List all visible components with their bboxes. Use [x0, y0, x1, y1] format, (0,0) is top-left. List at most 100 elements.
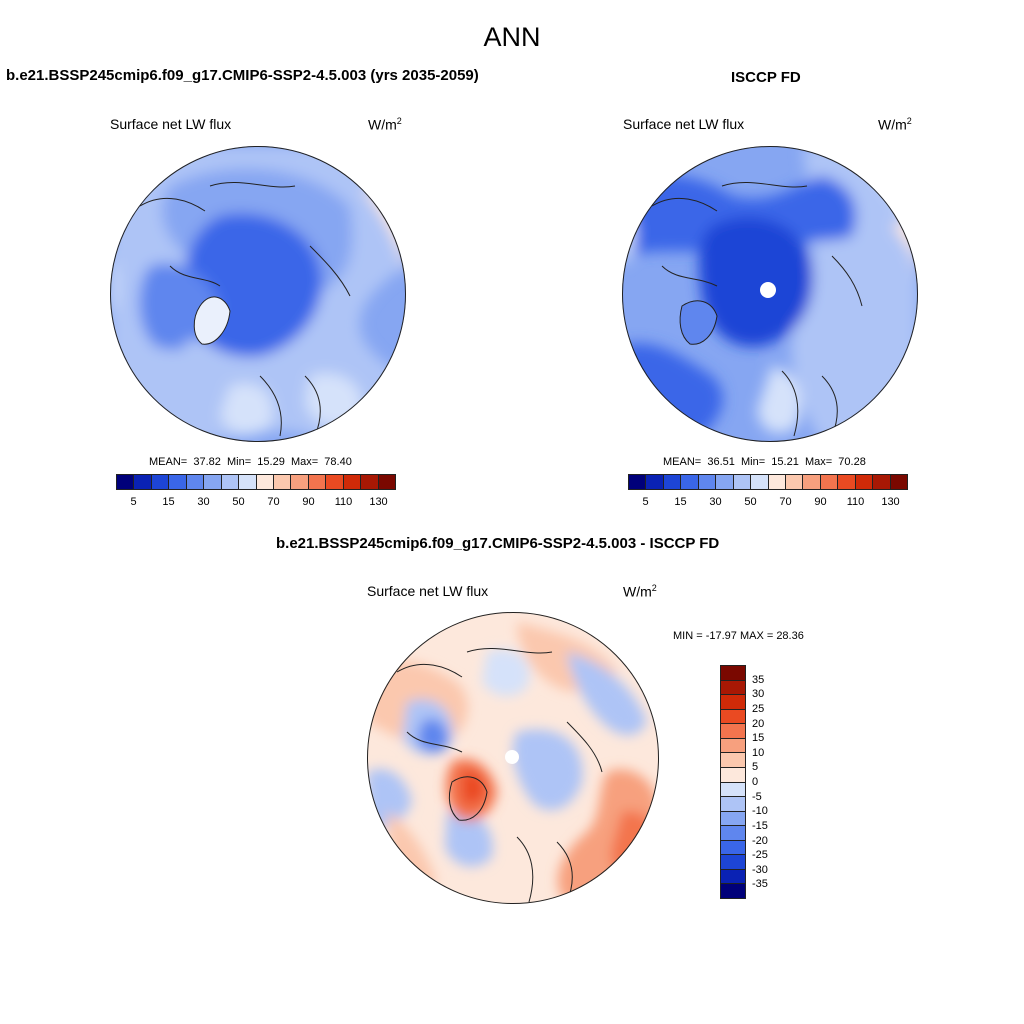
diff-colorbar-swatch	[721, 782, 745, 798]
model-colorbar-tick-label: 110	[334, 496, 353, 508]
model-variable-label: Surface net LW flux	[110, 116, 232, 132]
model-polar-map	[110, 146, 406, 442]
diff-colorbar-swatch	[721, 884, 745, 898]
diff-colorbar-tick-label: -5	[752, 790, 762, 803]
obs-colorbar-swatch	[733, 475, 752, 489]
diff-colorbar-tick-label: -20	[752, 834, 768, 847]
diff-colorbar-tick-label: 35	[752, 673, 765, 686]
obs-colorbar-labels: 5 15 30 50 70 90 110 130	[628, 496, 908, 510]
obs-stats: MEAN= 36.51 Min= 15.21 Max= 70.28	[663, 456, 866, 468]
model-stats: MEAN= 37.82 Min= 15.29 Max= 78.40	[149, 456, 352, 468]
diff-colorbar-tick-label: 25	[752, 702, 765, 715]
obs-colorbar-tick-label: 15	[674, 496, 687, 508]
model-colorbar-swatch	[117, 475, 135, 489]
obs-units-label: W/m2	[878, 116, 912, 133]
obs-panel-title: ISCCP FD	[731, 69, 801, 86]
obs-colorbar-tick-label: 70	[779, 496, 792, 508]
obs-colorbar-swatch	[716, 475, 734, 489]
obs-variable-label: Surface net LW flux	[623, 116, 745, 132]
diff-colorbar-swatch	[721, 840, 745, 856]
model-colorbar-swatch	[169, 475, 187, 489]
diff-polar-map	[367, 612, 659, 904]
obs-colorbar-swatch	[803, 475, 821, 489]
model-colorbar-swatch	[378, 475, 395, 489]
obs-colorbar-tick-label: 30	[709, 496, 722, 508]
diff-colorbar-swatch	[721, 826, 745, 841]
diff-variable-label: Surface net LW flux	[367, 583, 489, 599]
diff-colorbar-swatch	[721, 869, 745, 885]
page-title: ANN	[483, 22, 541, 52]
model-colorbar-swatch	[343, 475, 362, 489]
diff-colorbar-tick-label: 10	[752, 746, 765, 759]
obs-colorbar-tick-label: 50	[744, 496, 757, 508]
model-panel-title: b.e21.BSSP245cmip6.f09_g17.CMIP6-SSP2-4.…	[6, 67, 479, 84]
diff-colorbar-swatch	[721, 767, 745, 783]
model-colorbar-swatch	[186, 475, 205, 489]
diff-colorbar-tick-label: -35	[752, 878, 768, 891]
diff-colorbar-tick-label: -25	[752, 849, 768, 862]
diff-colorbar-swatch	[721, 753, 745, 768]
diff-colorbar-swatch	[721, 811, 745, 827]
diff-colorbar-tick-label: -15	[752, 819, 768, 832]
obs-colorbar-swatch	[681, 475, 699, 489]
obs-polar-map	[622, 146, 918, 442]
diff-colorbar-swatch	[721, 797, 745, 812]
diff-stats: MIN = -17.97 MAX = 28.36	[673, 630, 804, 642]
obs-colorbar-swatch	[663, 475, 682, 489]
obs-colorbar-swatch	[873, 475, 891, 489]
model-colorbar-swatch	[326, 475, 344, 489]
obs-colorbar-swatch	[838, 475, 856, 489]
diff-colorbar-tick-label: 5	[752, 761, 759, 774]
model-colorbar-swatch	[361, 475, 379, 489]
diff-colorbar-tick-label: -30	[752, 863, 768, 876]
model-colorbar-swatch	[134, 475, 152, 489]
obs-colorbar-tick-label: 90	[814, 496, 827, 508]
diff-colorbar-swatch	[721, 680, 745, 696]
model-colorbar-swatch	[256, 475, 274, 489]
model-colorbar-tick-label: 130	[369, 496, 388, 508]
model-colorbar-swatch	[221, 475, 240, 489]
obs-colorbar-swatch	[629, 475, 647, 489]
model-colorbar-swatch	[291, 475, 309, 489]
diff-colorbar-swatch	[721, 724, 745, 739]
model-colorbar-tick-label: 50	[232, 496, 245, 508]
diff-colorbar	[720, 665, 746, 899]
model-colorbar-swatch	[151, 475, 170, 489]
model-colorbar-tick-label: 15	[162, 496, 175, 508]
obs-colorbar	[628, 474, 908, 490]
obs-colorbar-tick-label: 130	[881, 496, 900, 508]
model-colorbar-swatch	[273, 475, 292, 489]
obs-colorbar-tick-label: 110	[846, 496, 865, 508]
diff-colorbar-tick-label: -10	[752, 805, 768, 818]
model-colorbar-tick-label: 5	[130, 496, 137, 508]
diff-colorbar-tick-label: 15	[752, 732, 765, 745]
diff-colorbar-swatch	[721, 709, 745, 725]
diff-units-label: W/m2	[623, 583, 657, 600]
diff-panel-title: b.e21.BSSP245cmip6.f09_g17.CMIP6-SSP2-4.…	[276, 535, 720, 552]
obs-colorbar-tick-label: 5	[642, 496, 649, 508]
diff-colorbar-tick-label: 30	[752, 688, 765, 701]
diff-colorbar-tick-label: 0	[752, 776, 759, 788]
model-colorbar-labels: 5 15 30 50 70 90 110 130	[116, 496, 396, 510]
model-colorbar-swatch	[308, 475, 327, 489]
diff-colorbar-tick-label: 20	[752, 717, 765, 730]
obs-colorbar-swatch	[768, 475, 786, 489]
obs-colorbar-swatch	[890, 475, 907, 489]
obs-colorbar-swatch	[855, 475, 874, 489]
model-colorbar-tick-label: 30	[197, 496, 210, 508]
diff-colorbar-swatch	[721, 738, 745, 754]
diff-colorbar-swatch	[721, 855, 745, 870]
model-units-label: W/m2	[368, 116, 402, 133]
model-colorbar-swatch	[204, 475, 222, 489]
model-colorbar-tick-label: 90	[302, 496, 315, 508]
model-colorbar-swatch	[239, 475, 257, 489]
model-colorbar-tick-label: 70	[267, 496, 280, 508]
diff-colorbar-swatch	[721, 666, 745, 681]
obs-colorbar-swatch	[751, 475, 769, 489]
model-colorbar	[116, 474, 396, 490]
obs-colorbar-swatch	[646, 475, 664, 489]
diff-colorbar-swatch	[721, 695, 745, 710]
obs-colorbar-swatch	[785, 475, 804, 489]
obs-colorbar-swatch	[820, 475, 839, 489]
diff-colorbar-labels: 35 30 25 20 15 10 5 0 -5 -10 -15 -20 -25 -30 -35	[752, 665, 792, 899]
